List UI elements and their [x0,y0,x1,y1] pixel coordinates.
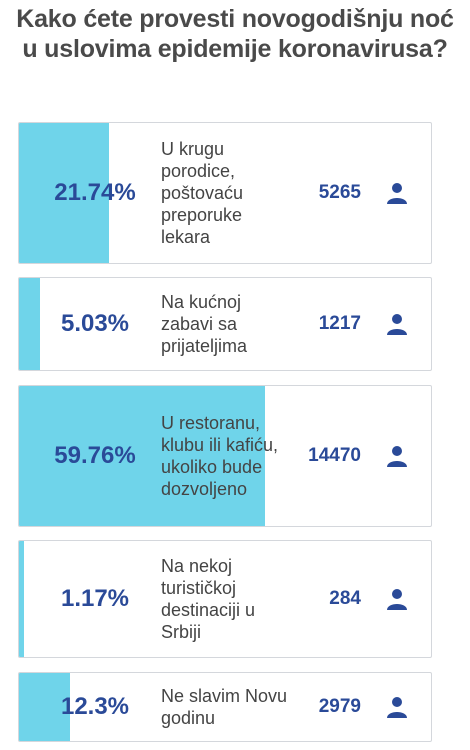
percent-fill-bar [19,541,24,657]
poll-option[interactable]: 21.74% U krugu porodice, poštovaću prepo… [18,122,432,264]
option-label: Na kućnoj zabavi sa prijateljima [161,278,291,370]
option-percent: 21.74% [54,179,136,206]
option-label-text: U krugu porodice, poštovaću preporuke le… [161,139,244,247]
poll-option[interactable]: 59.76% U restoranu, klubu ili kafiću, uk… [18,385,432,527]
option-label-text: U restoranu, klubu ili kafiću, ukoliko b… [161,413,279,499]
option-votes: 2979 [318,696,361,717]
user-icon [387,314,407,335]
option-label: U restoranu, klubu ili kafiću, ukoliko b… [161,386,291,526]
option-percent: 1.17% [60,585,130,612]
option-percent: 59.76% [54,442,136,469]
poll-option[interactable]: 5.03% Na kućnoj zabavi sa prijateljima 1… [18,277,432,371]
option-label: Na nekoj turističkoj destinaciji u Srbij… [161,541,291,657]
percent-fill-bar [19,278,40,370]
option-votes: 5265 [318,182,361,203]
option-label-text: Ne slavim Novu godinu [161,686,288,728]
user-icon [387,183,407,204]
user-icon [387,446,407,467]
poll-question: Kako ćete provesti novogodišnju noć u us… [16,5,454,63]
user-icon [387,589,407,610]
option-label-text: Na nekoj turističkoj destinaciji u Srbij… [161,556,256,642]
option-votes: 284 [329,588,361,609]
option-percent: 12.3% [60,693,130,720]
option-votes: 14470 [308,445,361,466]
poll-option[interactable]: 12.3% Ne slavim Novu godinu 2979 [18,672,432,742]
option-votes: 1217 [318,313,361,334]
percent-fill-bar [19,386,265,526]
percent-fill-bar [19,123,109,263]
poll-option[interactable]: 1.17% Na nekoj turističkoj destinaciji u… [18,540,432,658]
option-percent: 5.03% [60,310,130,337]
option-label: U krugu porodice, poštovaću preporuke le… [161,123,291,263]
user-icon [387,697,407,718]
option-label-text: Na kućnoj zabavi sa prijateljima [161,292,248,356]
percent-fill-bar [19,673,70,741]
option-label: Ne slavim Novu godinu [161,673,291,741]
